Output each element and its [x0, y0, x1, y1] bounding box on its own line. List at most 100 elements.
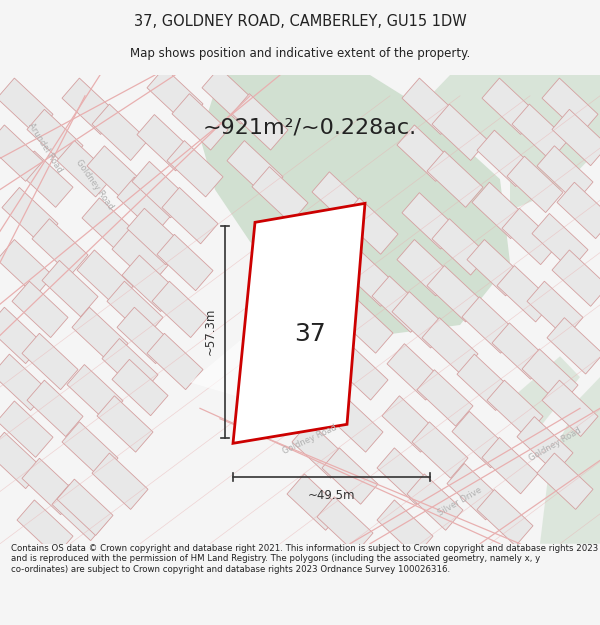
Polygon shape	[127, 208, 183, 264]
Polygon shape	[382, 396, 438, 452]
Polygon shape	[492, 323, 548, 379]
Text: 37: 37	[294, 322, 326, 346]
Polygon shape	[397, 239, 453, 296]
Polygon shape	[337, 297, 393, 353]
Polygon shape	[190, 341, 310, 403]
Text: Goldney Road: Goldney Road	[281, 423, 338, 456]
Polygon shape	[497, 266, 553, 322]
Text: Contains OS data © Crown copyright and database right 2021. This information is : Contains OS data © Crown copyright and d…	[11, 544, 598, 574]
Polygon shape	[297, 370, 353, 426]
Polygon shape	[117, 177, 173, 233]
Polygon shape	[427, 151, 483, 208]
Text: Silver Drive: Silver Drive	[437, 486, 484, 518]
Polygon shape	[452, 411, 508, 468]
Polygon shape	[117, 308, 173, 364]
Polygon shape	[482, 78, 538, 134]
Polygon shape	[447, 464, 503, 520]
Polygon shape	[542, 380, 598, 436]
Polygon shape	[132, 161, 188, 217]
Polygon shape	[17, 500, 73, 556]
Text: Goldney Road: Goldney Road	[74, 158, 116, 211]
Text: Arundel Road: Arundel Road	[26, 121, 64, 174]
Polygon shape	[252, 167, 308, 223]
Polygon shape	[462, 297, 518, 353]
Polygon shape	[477, 489, 533, 546]
Polygon shape	[87, 146, 143, 202]
Polygon shape	[547, 318, 600, 374]
Polygon shape	[522, 349, 578, 405]
Polygon shape	[157, 234, 213, 291]
Polygon shape	[32, 219, 88, 275]
Polygon shape	[122, 255, 178, 311]
Polygon shape	[27, 109, 83, 166]
Polygon shape	[542, 78, 598, 134]
Polygon shape	[147, 68, 203, 124]
Polygon shape	[147, 333, 203, 389]
Polygon shape	[27, 380, 83, 436]
Polygon shape	[72, 308, 128, 364]
Polygon shape	[342, 198, 398, 254]
Polygon shape	[112, 229, 168, 286]
Polygon shape	[537, 146, 593, 202]
Polygon shape	[57, 479, 113, 536]
Polygon shape	[12, 281, 68, 338]
Polygon shape	[402, 78, 458, 134]
Polygon shape	[52, 484, 108, 541]
Polygon shape	[392, 292, 448, 348]
Polygon shape	[287, 474, 343, 530]
Text: Goldney Road: Goldney Road	[527, 426, 583, 463]
Polygon shape	[17, 151, 73, 208]
Polygon shape	[62, 422, 118, 478]
Polygon shape	[2, 188, 58, 244]
Polygon shape	[502, 208, 558, 264]
Polygon shape	[292, 422, 348, 478]
Text: Map shows position and indicative extent of the property.: Map shows position and indicative extent…	[130, 48, 470, 61]
Polygon shape	[557, 182, 600, 239]
Polygon shape	[0, 239, 53, 296]
Polygon shape	[317, 497, 373, 553]
Polygon shape	[137, 114, 193, 171]
Polygon shape	[77, 250, 133, 306]
Polygon shape	[327, 396, 383, 452]
Polygon shape	[0, 401, 53, 458]
Polygon shape	[322, 448, 378, 504]
Polygon shape	[527, 281, 583, 338]
Polygon shape	[342, 250, 398, 306]
Polygon shape	[227, 141, 283, 197]
Polygon shape	[467, 239, 523, 296]
Polygon shape	[62, 78, 118, 134]
Polygon shape	[377, 448, 433, 504]
Polygon shape	[172, 94, 228, 150]
Polygon shape	[412, 422, 468, 478]
Polygon shape	[552, 109, 600, 166]
Polygon shape	[112, 359, 168, 416]
Polygon shape	[377, 500, 433, 556]
Polygon shape	[512, 104, 568, 161]
Polygon shape	[432, 104, 488, 161]
Polygon shape	[517, 417, 573, 473]
Polygon shape	[397, 125, 453, 181]
Polygon shape	[57, 141, 113, 197]
Polygon shape	[232, 94, 288, 150]
Polygon shape	[202, 68, 258, 124]
Polygon shape	[312, 224, 368, 280]
Polygon shape	[152, 281, 208, 338]
Polygon shape	[432, 219, 488, 275]
Polygon shape	[540, 377, 600, 544]
Text: ~921m²/~0.228ac.: ~921m²/~0.228ac.	[203, 117, 417, 137]
Polygon shape	[233, 203, 365, 443]
Polygon shape	[332, 344, 388, 400]
Polygon shape	[552, 250, 600, 306]
Polygon shape	[92, 104, 148, 161]
Polygon shape	[162, 188, 218, 244]
Polygon shape	[97, 396, 153, 452]
Polygon shape	[0, 432, 43, 489]
Polygon shape	[500, 356, 580, 439]
Polygon shape	[82, 198, 138, 254]
Text: ~49.5m: ~49.5m	[308, 489, 355, 502]
Polygon shape	[22, 333, 78, 389]
Polygon shape	[417, 370, 473, 426]
Text: 37, GOLDNEY ROAD, CAMBERLEY, GU15 1DW: 37, GOLDNEY ROAD, CAMBERLEY, GU15 1DW	[134, 14, 466, 29]
Polygon shape	[422, 318, 478, 374]
Polygon shape	[92, 453, 148, 509]
